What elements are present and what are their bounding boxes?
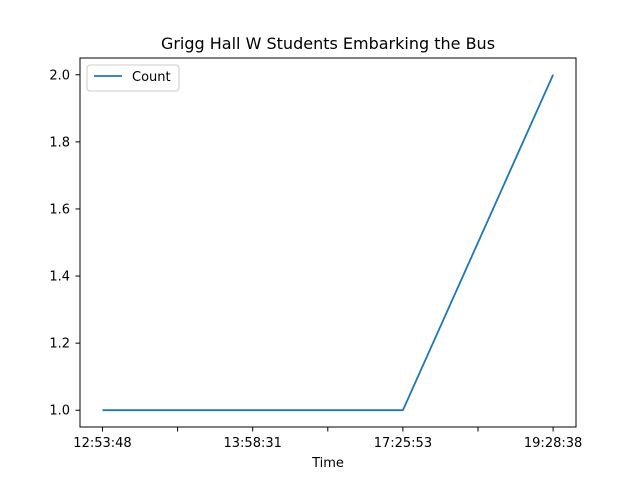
x-tick-label: 19:28:38: [524, 436, 582, 451]
y-tick-label: 2.0: [49, 68, 70, 83]
series-line-count: [102, 74, 554, 412]
y-tick-label: 1.8: [49, 135, 70, 150]
legend-label-count: Count: [132, 70, 171, 85]
y-tick-label: 1.6: [49, 202, 70, 217]
x-axis-label: Time: [311, 456, 344, 471]
y-axis: 1.0 1.2 1.4 1.6 1.8 2.0: [49, 68, 80, 419]
y-tick-label: 1.0: [49, 404, 70, 419]
x-tick-label: 17:25:53: [374, 436, 432, 451]
x-tick-label: 13:58:31: [224, 436, 282, 451]
legend-box: [86, 64, 180, 92]
y-tick-label: 1.4: [49, 270, 70, 285]
x-tick-label: 12:53:48: [73, 436, 131, 451]
x-axis: 12:53:48 13:58:31 17:25:53 19:28:38: [73, 427, 582, 451]
legend: Count: [86, 64, 180, 92]
y-tick-label: 1.2: [49, 337, 70, 352]
series-layer: [102, 74, 554, 412]
chart-title: Grigg Hall W Students Embarking the Bus: [161, 34, 495, 53]
